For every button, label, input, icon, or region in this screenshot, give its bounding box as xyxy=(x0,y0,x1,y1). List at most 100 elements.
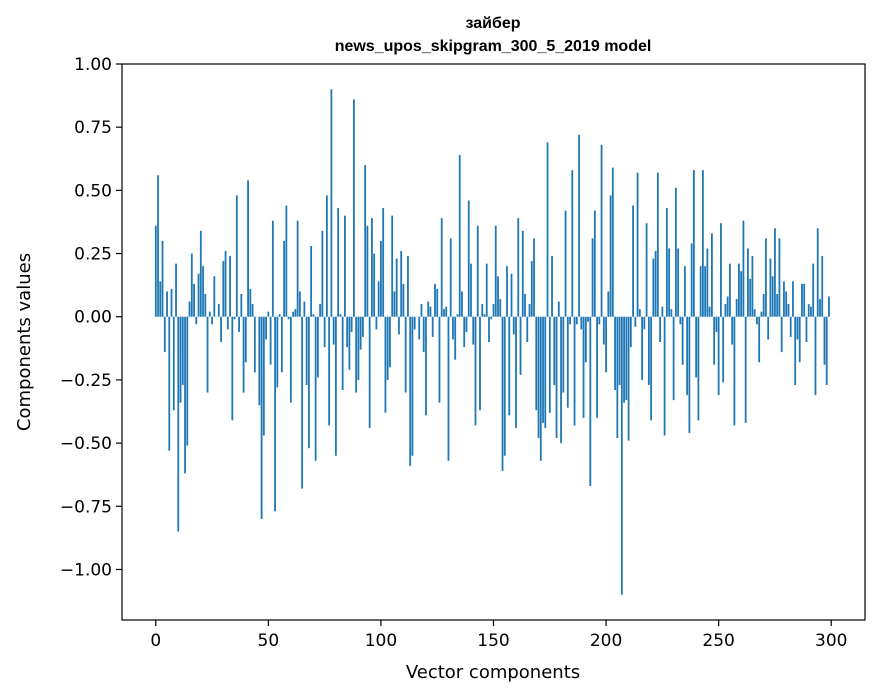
bar xyxy=(380,240,382,317)
bar xyxy=(262,316,265,436)
bar xyxy=(177,316,180,532)
bar xyxy=(251,304,254,317)
bar xyxy=(519,316,522,375)
bar xyxy=(222,261,225,317)
bar xyxy=(332,316,335,345)
bar xyxy=(233,316,236,320)
bar xyxy=(240,293,243,317)
bar xyxy=(434,283,436,317)
bar xyxy=(456,314,459,317)
bar xyxy=(560,316,562,444)
bar xyxy=(524,293,526,317)
bar xyxy=(413,316,416,330)
bar xyxy=(436,288,439,317)
y-tick-label: −0.25 xyxy=(60,371,112,391)
bar xyxy=(271,220,274,317)
bar xyxy=(512,316,515,335)
bar xyxy=(481,304,484,317)
bar xyxy=(321,230,324,317)
bar xyxy=(341,316,344,391)
bar xyxy=(244,316,247,363)
bar xyxy=(796,316,799,340)
bar xyxy=(771,276,774,317)
bar xyxy=(161,240,164,317)
bar xyxy=(472,316,475,345)
bar xyxy=(654,251,657,317)
bar xyxy=(438,316,441,403)
bar xyxy=(443,309,445,317)
bar xyxy=(296,220,299,317)
bar xyxy=(362,316,364,337)
bar xyxy=(373,253,376,317)
bar xyxy=(566,316,569,408)
bar xyxy=(677,248,680,317)
bar xyxy=(172,316,175,411)
bar xyxy=(235,195,238,317)
bar xyxy=(211,316,213,325)
bar xyxy=(463,316,466,348)
bar xyxy=(346,316,349,348)
bar xyxy=(312,314,315,317)
bar xyxy=(204,293,207,317)
y-tick-label: 0.25 xyxy=(74,245,112,265)
bar xyxy=(530,261,533,317)
bar xyxy=(386,316,389,380)
bar xyxy=(821,256,824,317)
bar xyxy=(154,225,157,317)
bar xyxy=(767,316,770,340)
x-tick-label: 50 xyxy=(258,631,280,651)
bar xyxy=(769,258,772,317)
bar xyxy=(247,180,249,317)
bar xyxy=(195,316,198,325)
bar xyxy=(314,316,317,461)
bar xyxy=(411,316,414,456)
bar xyxy=(636,172,639,317)
bar xyxy=(674,187,677,317)
bar xyxy=(598,316,601,325)
bar xyxy=(253,316,256,373)
bar xyxy=(465,316,468,332)
bar xyxy=(724,304,727,317)
bar xyxy=(825,316,828,385)
bar xyxy=(344,215,346,317)
bar xyxy=(334,316,337,456)
x-tick-label: 0 xyxy=(150,631,161,651)
bar xyxy=(729,263,731,317)
bar xyxy=(605,316,607,373)
bar xyxy=(429,306,432,317)
bar xyxy=(287,316,290,320)
bar xyxy=(618,316,621,385)
bar xyxy=(762,293,765,317)
bar xyxy=(632,205,634,317)
bar xyxy=(555,316,558,439)
bar xyxy=(229,256,231,317)
y-axis-label: Components values xyxy=(14,253,35,431)
bar xyxy=(375,316,378,330)
bar xyxy=(175,263,177,317)
bar xyxy=(569,316,571,325)
bar xyxy=(398,316,400,335)
bar xyxy=(776,293,779,317)
bar xyxy=(722,316,725,383)
bar xyxy=(609,195,612,317)
bar xyxy=(377,281,380,317)
bar xyxy=(339,314,342,317)
x-tick-label: 200 xyxy=(590,631,622,651)
bar xyxy=(301,316,304,489)
bar xyxy=(479,316,481,411)
chart-title: зайбер xyxy=(465,15,520,32)
bar xyxy=(267,311,270,317)
bar xyxy=(494,225,497,317)
bar xyxy=(816,228,819,317)
x-tick-label: 150 xyxy=(477,631,509,651)
bar xyxy=(197,273,200,317)
bar xyxy=(217,304,220,317)
bar xyxy=(738,263,740,317)
bar xyxy=(713,316,716,365)
bar xyxy=(578,134,580,317)
bar xyxy=(445,306,448,317)
bar xyxy=(238,316,240,332)
bar xyxy=(708,306,711,317)
bar xyxy=(647,316,650,385)
bar xyxy=(551,256,553,317)
